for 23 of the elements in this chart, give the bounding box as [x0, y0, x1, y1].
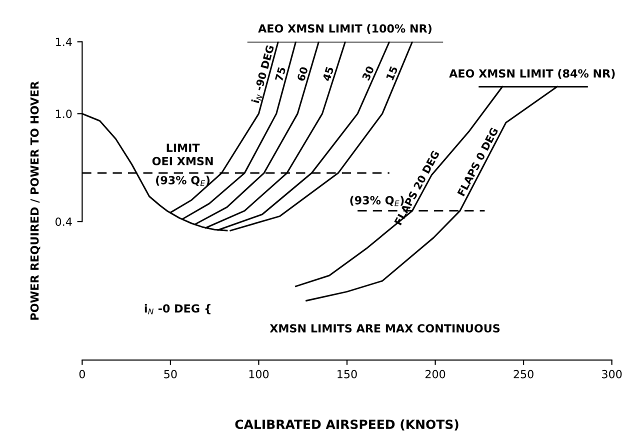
- x-tick-label: 250: [514, 370, 534, 378]
- text: 30: [362, 65, 374, 81]
- x-tick-label: 100: [249, 370, 269, 378]
- x-tick-label: 300: [602, 370, 622, 378]
- x-axis-title: CALIBRATED AIRSPEED (KNOTS): [235, 419, 458, 431]
- y-tick-label: 1.4: [56, 38, 72, 46]
- text: 15: [386, 66, 398, 80]
- text: 75: [274, 66, 286, 82]
- x-tick-label: 50: [164, 370, 177, 378]
- annotation: LIMIT OEI XMSN: [152, 144, 213, 166]
- annotation: XMSN LIMITS ARE MAX CONTINUOUS: [270, 324, 500, 333]
- x-tick-label: 150: [338, 370, 357, 378]
- annotation: AEO XMSN LIMIT (84% NR): [449, 69, 615, 79]
- text: 60: [296, 66, 308, 82]
- x-tick-label: 200: [425, 370, 446, 378]
- x-tick-label: 0: [79, 370, 85, 378]
- annotation: AEO XMSN LIMIT (100% NR): [258, 24, 432, 34]
- text: 45: [322, 66, 334, 82]
- text: i$_{N}$ -90 DEG: [251, 44, 276, 104]
- y-tick-label: 1.0: [56, 110, 72, 118]
- annotation: i$_{N}$ -0 DEG {: [144, 304, 210, 314]
- y-tick-label: 0.4: [56, 218, 72, 226]
- y-axis-title: POWER REQUIRED / POWER TO HOVER: [30, 81, 40, 320]
